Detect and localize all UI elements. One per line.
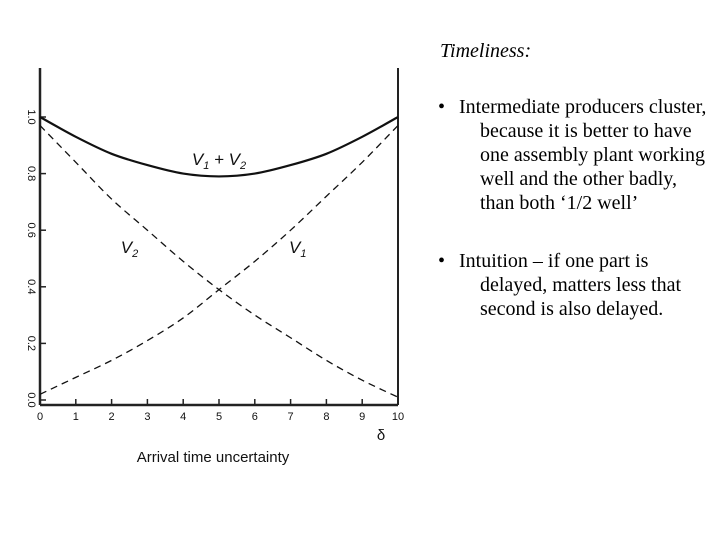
bullet-text: Intuition – if one part is delayed, matt…	[459, 250, 682, 320]
bullet-text: Intermediate producers cluster, because …	[459, 96, 707, 214]
x-tick-label: 2	[109, 411, 115, 423]
x-axis-symbol: δ	[377, 427, 385, 444]
x-tick-label: 4	[180, 411, 186, 423]
y-tick-label: 0.2	[25, 336, 37, 351]
y-tick-label: 0.8	[25, 166, 37, 181]
x-tick-label: 5	[216, 411, 222, 423]
y-tick-label: 1.0	[25, 109, 37, 124]
x-tick-label: 6	[252, 411, 258, 423]
x-tick-label: 8	[323, 411, 329, 423]
bullet-item: • Intermediate producers cluster, becaus…	[438, 95, 713, 215]
x-tick-label: 9	[359, 411, 365, 423]
series-line-v1-v2	[39, 116, 399, 178]
chart: 0 1 2 3 4 5 6 7 8 9 10 0.0 0.2 0.4 0.6 0.8 1.0 V1 + V2 V2…	[25, 68, 404, 466]
x-tick-label: 10	[392, 411, 404, 423]
y-tick-label: 0.4	[25, 279, 37, 294]
x-tick-label: 0	[37, 411, 43, 423]
series-label: V2	[121, 238, 138, 260]
x-tick-label: 1	[73, 411, 79, 423]
chart-series-labels: V1 + V2 V2 V1	[121, 150, 307, 260]
bullet-symbol: •	[438, 250, 446, 272]
x-tick-label: 3	[144, 411, 150, 423]
series-line-v1	[39, 125, 399, 395]
bullet-symbol: •	[438, 96, 446, 118]
series-label: V1 + V2	[192, 150, 246, 172]
y-tick-label: 0.0	[25, 392, 37, 407]
bullet-item: • Intuition – if one part is delayed, ma…	[438, 249, 713, 321]
chart-series	[39, 116, 399, 398]
y-tick-label: 0.6	[25, 223, 37, 238]
series-label: V1	[289, 238, 306, 260]
chart-axes	[38, 68, 399, 407]
x-tick-label: 7	[288, 411, 294, 423]
x-axis-label: Arrival time uncertainty	[137, 449, 290, 466]
bullet-list: • Intermediate producers cluster, becaus…	[438, 95, 713, 355]
chart-ticks: 0 1 2 3 4 5 6 7 8 9 10 0.0 0.2 0.4 0.6 0.8 1.0	[25, 109, 404, 423]
slide-title: Timeliness:	[440, 40, 532, 62]
